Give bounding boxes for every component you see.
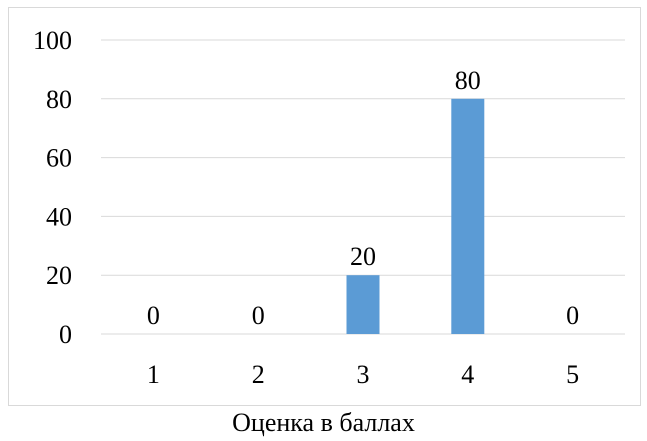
bar <box>346 275 380 334</box>
x-axis-title: Оценка в баллах <box>232 408 415 437</box>
y-tick-label: 0 <box>59 320 72 349</box>
x-tick-label: 1 <box>147 360 160 389</box>
data-label: 0 <box>566 301 579 330</box>
data-label: 20 <box>350 242 376 271</box>
x-tick-label: 5 <box>566 360 579 389</box>
x-tick-label: 4 <box>461 360 474 389</box>
data-labels: 0 0 20 80 0 <box>147 66 579 330</box>
data-label: 0 <box>252 301 265 330</box>
data-label: 80 <box>455 66 481 95</box>
y-tick-label: 100 <box>33 26 72 55</box>
y-axis-tick-labels: 0 20 40 60 80 100 <box>33 26 72 349</box>
x-axis-tick-labels: 1 2 3 4 5 <box>147 360 579 389</box>
data-label: 0 <box>147 301 160 330</box>
y-tick-label: 20 <box>46 261 72 290</box>
bar <box>451 98 485 334</box>
y-tick-label: 60 <box>46 144 72 173</box>
gridlines <box>101 39 625 335</box>
x-tick-label: 3 <box>357 360 370 389</box>
chart-area <box>8 7 641 406</box>
x-tick-label: 2 <box>252 360 265 389</box>
bars <box>346 98 485 334</box>
y-tick-label: 80 <box>46 85 72 114</box>
y-tick-label: 40 <box>46 202 72 231</box>
